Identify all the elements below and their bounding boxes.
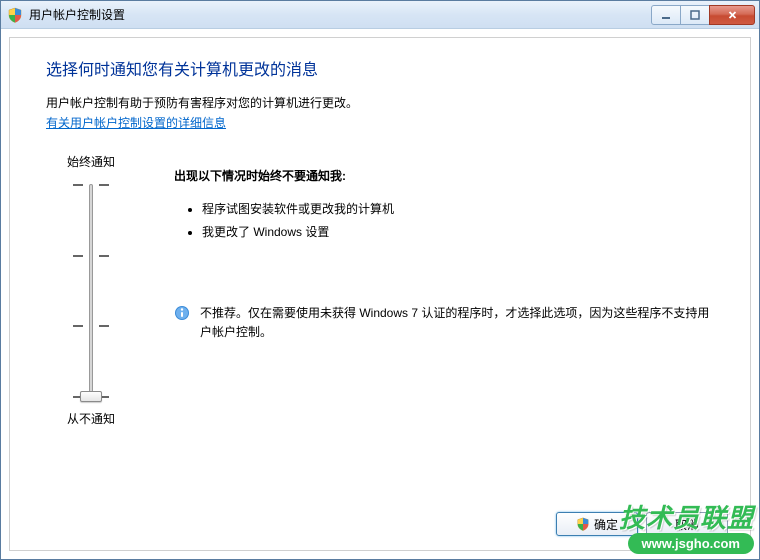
slider-tick — [99, 325, 109, 327]
uac-shield-icon — [7, 7, 23, 23]
detail-title: 出现以下情况时始终不要通知我: — [174, 167, 714, 184]
content-area: 选择何时通知您有关计算机更改的消息 用户帐户控制有助于预防有害程序对您的计算机进… — [1, 29, 759, 559]
page-heading: 选择何时通知您有关计算机更改的消息 — [46, 56, 714, 80]
titlebar[interactable]: 用户帐户控制设置 — [1, 1, 759, 29]
detail-bullets: 程序试图安装软件或更改我的计算机我更改了 Windows 设置 — [174, 198, 714, 244]
maximize-button[interactable] — [680, 5, 710, 25]
slider-bottom-label: 从不通知 — [67, 410, 115, 427]
detail-bullet-item: 程序试图安装软件或更改我的计算机 — [202, 198, 714, 221]
info-row: 不推荐。仅在需要使用未获得 Windows 7 认证的程序时，才选择此选项，因为… — [174, 304, 714, 342]
help-link[interactable]: 有关用户帐户控制设置的详细信息 — [46, 114, 714, 131]
close-button[interactable] — [709, 5, 755, 25]
level-detail: 出现以下情况时始终不要通知我: 程序试图安装软件或更改我的计算机我更改了 Win… — [174, 153, 714, 427]
slider-column: 始终通知 从不通知 — [46, 153, 136, 427]
page-description: 用户帐户控制有助于预防有害程序对您的计算机进行更改。 — [46, 94, 714, 112]
slider-track — [89, 184, 93, 396]
uac-settings-window: 用户帐户控制设置 选择何时通知您有关计算机更改的消息 用户帐户控制有助于预防有害… — [0, 0, 760, 560]
slider-tick — [73, 255, 83, 257]
slider-tick — [73, 325, 83, 327]
minimize-button[interactable] — [651, 5, 681, 25]
dialog-buttons: 确定 取消 — [548, 502, 736, 540]
uac-shield-icon — [576, 517, 590, 531]
ok-button[interactable]: 确定 — [556, 512, 638, 536]
slider-tick — [99, 255, 109, 257]
slider-tick — [73, 184, 83, 186]
cancel-button[interactable]: 取消 — [646, 512, 728, 536]
info-text: 不推荐。仅在需要使用未获得 Windows 7 认证的程序时，才选择此选项，因为… — [200, 304, 714, 342]
content-panel: 选择何时通知您有关计算机更改的消息 用户帐户控制有助于预防有害程序对您的计算机进… — [9, 37, 751, 551]
info-icon — [174, 305, 190, 321]
slider-region: 始终通知 从不通知 出现以下情况时始终不要通知我: 程序试图安装软件或更改我的计… — [46, 153, 714, 427]
window-controls — [652, 5, 755, 25]
ok-button-label: 确定 — [594, 516, 618, 533]
detail-bullet-item: 我更改了 Windows 设置 — [202, 221, 714, 244]
slider-top-label: 始终通知 — [67, 153, 115, 170]
cancel-button-label: 取消 — [675, 516, 699, 533]
window-title: 用户帐户控制设置 — [29, 6, 652, 23]
notification-level-slider[interactable] — [61, 180, 121, 400]
slider-thumb[interactable] — [80, 391, 102, 402]
slider-tick — [99, 184, 109, 186]
